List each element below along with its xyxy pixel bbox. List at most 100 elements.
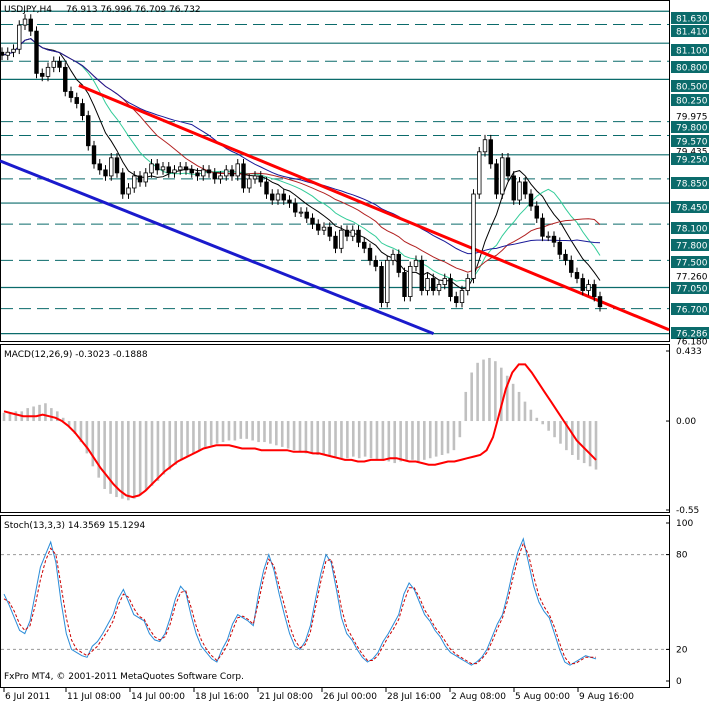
candle-body — [362, 241, 367, 249]
macd-histogram-bar — [458, 421, 462, 438]
macd-histogram-bar — [168, 421, 172, 470]
price-label-box — [671, 239, 709, 251]
candle-body — [339, 229, 344, 249]
stoch-main-line — [3, 537, 597, 666]
macd-histogram-bar — [499, 367, 503, 422]
candle-body — [367, 247, 373, 261]
candle-body — [229, 169, 235, 177]
macd-histogram-bar — [233, 421, 237, 441]
stoch-axis-label: 0 — [676, 677, 682, 687]
macd-histogram-bar — [346, 421, 349, 459]
macd-histogram-bar — [464, 391, 468, 422]
time-axis-label: 9 Aug 16:00 — [579, 692, 634, 702]
candle-body — [431, 278, 436, 291]
candle-body — [310, 217, 315, 225]
macd-histogram-bar — [67, 421, 71, 426]
time-axis-label: 11 Jul 08:00 — [67, 692, 121, 702]
macd-histogram-bar — [44, 403, 47, 422]
candle-body — [40, 72, 45, 77]
stoch-axis-label: 20 — [676, 645, 688, 655]
macd-histogram-bar — [32, 406, 35, 422]
macd-histogram-bar — [203, 421, 207, 447]
macd-indicator: 0.433 0.00 -0.55 — [2, 347, 702, 516]
macd-histogram-bar — [263, 421, 266, 443]
stoch-axis-label: 100 — [676, 519, 693, 529]
macd-histogram-bar — [97, 421, 101, 478]
time-axis-label: 6 Jul 2011 — [5, 692, 50, 702]
price-label-box — [671, 256, 709, 268]
candle-body — [482, 139, 488, 153]
macd-histogram-bar — [476, 362, 479, 422]
macd-histogram-bar — [144, 421, 148, 491]
macd-histogram-bar — [411, 421, 414, 460]
price-label: 79.570 — [676, 138, 708, 148]
macd-header: MACD(12,26,9) -0.3023 -0.1888 — [4, 350, 148, 360]
macd-histogram-bar — [38, 404, 41, 422]
time-axis-label: 18 Jul 16:00 — [195, 692, 249, 702]
macd-histogram-bar — [357, 421, 361, 459]
stoch-panel-frame — [0, 515, 670, 688]
price-label-box — [671, 94, 709, 106]
price-label: 79.800 — [676, 124, 708, 134]
macd-histogram-bar — [14, 411, 18, 422]
macd-histogram-bar — [26, 408, 29, 422]
trendline-red[interactable] — [78, 84, 670, 332]
trendline-blue[interactable] — [0, 159, 435, 335]
macd-histogram-bar — [571, 421, 574, 456]
price-label: 80.800 — [676, 64, 708, 74]
price-label-box — [671, 282, 709, 294]
macd-histogram-bar — [328, 421, 331, 457]
price-label: 76.286 — [676, 330, 708, 340]
copyright-text: FxPro MT4, © 2001-2011 MetaQuotes Softwa… — [4, 672, 244, 682]
candle-body — [327, 226, 332, 237]
candles — [0, 14, 603, 312]
candle-body — [390, 253, 396, 261]
candle-body — [155, 163, 160, 171]
price-label-box — [671, 61, 709, 73]
macd-histogram-bar — [334, 421, 337, 457]
price-label: 77.260 — [676, 273, 708, 283]
macd-histogram-bar — [239, 421, 243, 439]
macd-histogram-bar — [304, 421, 308, 454]
candle-body — [505, 157, 511, 177]
candle-body — [511, 175, 516, 201]
candle-body — [74, 97, 79, 104]
candle-body — [321, 226, 327, 231]
time-axis-label: 5 Aug 00:00 — [515, 692, 570, 702]
macd-histogram-bar — [387, 421, 391, 462]
macd-histogram-bar — [482, 359, 485, 422]
macd-histogram-bar — [156, 421, 160, 481]
macd-histogram-bar — [322, 421, 325, 456]
macd-histogram-bar — [227, 421, 231, 441]
macd-histogram-bar — [428, 421, 432, 459]
candle-body — [189, 169, 194, 174]
candle-body — [442, 278, 447, 285]
macd-histogram-bar — [162, 421, 166, 475]
time-axis-label: 26 Jul 00:00 — [323, 692, 377, 702]
candle-body — [109, 157, 114, 177]
macd-histogram-bar — [103, 421, 106, 489]
price-panel-frame — [0, 0, 670, 342]
trendlines[interactable] — [0, 84, 670, 335]
price-label-box — [671, 222, 709, 234]
candle-body — [275, 193, 281, 201]
price-header-ohlc: 76.913 76.996 76.709 76.732 — [66, 5, 201, 15]
candle-body — [419, 259, 424, 291]
candle-body — [528, 193, 534, 207]
macd-histogram-bar — [417, 421, 420, 462]
candle-body — [137, 175, 143, 183]
stoch-header: Stoch(13,3,3) 14.3569 15.1294 — [4, 521, 145, 531]
macd-histogram-bar — [2, 412, 6, 422]
candle-body — [436, 284, 442, 291]
macd-histogram-bar — [91, 421, 95, 467]
candle-body — [28, 18, 33, 32]
macd-histogram-bar — [446, 421, 450, 454]
candle-body — [166, 166, 171, 174]
time-axis-labels: 6 Jul 2011 11 Jul 08:00 14 Jul 00:00 18 Jul… — [3, 688, 634, 702]
stoch-signal-line — [3, 542, 596, 665]
candle-body — [563, 253, 568, 261]
candle-body — [252, 175, 258, 180]
macd-histogram-bar — [517, 391, 521, 422]
